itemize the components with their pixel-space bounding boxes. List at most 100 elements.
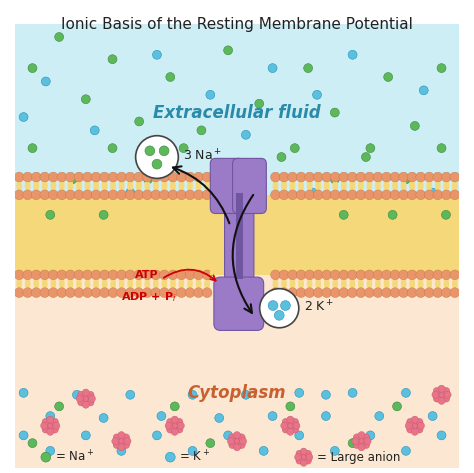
Ellipse shape bbox=[67, 278, 73, 290]
Circle shape bbox=[151, 270, 161, 280]
Circle shape bbox=[76, 395, 83, 402]
Circle shape bbox=[14, 190, 24, 200]
Circle shape bbox=[51, 419, 58, 426]
Circle shape bbox=[437, 431, 446, 440]
Circle shape bbox=[159, 146, 169, 156]
Circle shape bbox=[428, 188, 437, 197]
Circle shape bbox=[126, 188, 135, 197]
Circle shape bbox=[433, 395, 440, 402]
Circle shape bbox=[74, 172, 84, 182]
Circle shape bbox=[224, 431, 233, 440]
Ellipse shape bbox=[358, 197, 364, 210]
Circle shape bbox=[407, 288, 417, 298]
Circle shape bbox=[113, 434, 120, 441]
Ellipse shape bbox=[298, 197, 304, 210]
Ellipse shape bbox=[375, 197, 381, 210]
Ellipse shape bbox=[170, 197, 176, 210]
Circle shape bbox=[171, 428, 178, 435]
Circle shape bbox=[82, 190, 92, 200]
Ellipse shape bbox=[418, 197, 424, 210]
Circle shape bbox=[47, 422, 54, 429]
Circle shape bbox=[364, 438, 371, 445]
Circle shape bbox=[23, 172, 33, 182]
Ellipse shape bbox=[170, 179, 176, 192]
Circle shape bbox=[152, 159, 162, 169]
Bar bbox=[15, 24, 459, 195]
Ellipse shape bbox=[392, 260, 398, 272]
Circle shape bbox=[142, 172, 152, 182]
Circle shape bbox=[271, 190, 280, 200]
Circle shape bbox=[118, 438, 125, 445]
Ellipse shape bbox=[435, 179, 441, 192]
Ellipse shape bbox=[16, 260, 22, 272]
Circle shape bbox=[441, 190, 451, 200]
Ellipse shape bbox=[315, 278, 321, 290]
Circle shape bbox=[118, 431, 125, 438]
Circle shape bbox=[202, 288, 212, 298]
Circle shape bbox=[407, 190, 417, 200]
Ellipse shape bbox=[307, 179, 312, 192]
Circle shape bbox=[142, 288, 152, 298]
Ellipse shape bbox=[418, 278, 424, 290]
Circle shape bbox=[438, 397, 445, 404]
Circle shape bbox=[88, 395, 95, 402]
Ellipse shape bbox=[392, 179, 398, 192]
Circle shape bbox=[14, 288, 24, 298]
Circle shape bbox=[41, 422, 48, 429]
Circle shape bbox=[433, 270, 443, 280]
Circle shape bbox=[450, 172, 460, 182]
Ellipse shape bbox=[84, 179, 91, 192]
Circle shape bbox=[57, 270, 67, 280]
Circle shape bbox=[365, 172, 374, 182]
Ellipse shape bbox=[366, 197, 372, 210]
Circle shape bbox=[373, 288, 383, 298]
Circle shape bbox=[23, 190, 33, 200]
Circle shape bbox=[108, 172, 118, 182]
Ellipse shape bbox=[136, 197, 142, 210]
Circle shape bbox=[166, 426, 173, 433]
Ellipse shape bbox=[76, 197, 82, 210]
Ellipse shape bbox=[170, 278, 176, 290]
Circle shape bbox=[373, 172, 383, 182]
Circle shape bbox=[46, 210, 55, 219]
Ellipse shape bbox=[341, 260, 346, 272]
Circle shape bbox=[279, 172, 289, 182]
Ellipse shape bbox=[76, 179, 82, 192]
Circle shape bbox=[65, 172, 75, 182]
Ellipse shape bbox=[110, 260, 116, 272]
Circle shape bbox=[215, 210, 224, 219]
Circle shape bbox=[305, 270, 315, 280]
Circle shape bbox=[305, 288, 315, 298]
Circle shape bbox=[271, 172, 280, 182]
Circle shape bbox=[416, 426, 423, 433]
Circle shape bbox=[347, 190, 357, 200]
Circle shape bbox=[57, 172, 67, 182]
Circle shape bbox=[268, 412, 277, 420]
Ellipse shape bbox=[93, 197, 99, 210]
Circle shape bbox=[74, 190, 84, 200]
Ellipse shape bbox=[102, 260, 108, 272]
Circle shape bbox=[31, 270, 41, 280]
Circle shape bbox=[296, 270, 306, 280]
Circle shape bbox=[308, 188, 317, 197]
Circle shape bbox=[112, 438, 119, 445]
Circle shape bbox=[411, 416, 419, 423]
Circle shape bbox=[330, 175, 339, 184]
Ellipse shape bbox=[332, 278, 338, 290]
Circle shape bbox=[291, 144, 299, 153]
Ellipse shape bbox=[332, 179, 338, 192]
Circle shape bbox=[444, 391, 451, 398]
Circle shape bbox=[82, 95, 90, 104]
Circle shape bbox=[401, 175, 410, 184]
Circle shape bbox=[358, 444, 365, 451]
Circle shape bbox=[416, 172, 426, 182]
Ellipse shape bbox=[444, 197, 449, 210]
Ellipse shape bbox=[170, 260, 176, 272]
Circle shape bbox=[14, 270, 24, 280]
Circle shape bbox=[437, 64, 446, 72]
Ellipse shape bbox=[349, 278, 355, 290]
Circle shape bbox=[19, 388, 28, 397]
Circle shape bbox=[271, 288, 280, 298]
Ellipse shape bbox=[25, 179, 30, 192]
Circle shape bbox=[41, 452, 51, 462]
